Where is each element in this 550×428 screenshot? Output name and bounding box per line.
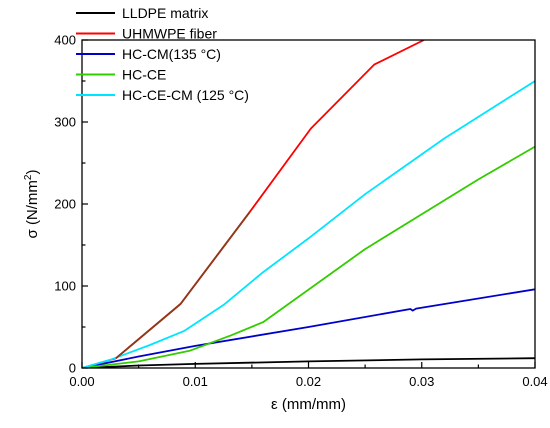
- y-tick-label: 300: [54, 115, 76, 130]
- x-tick-label: 0.01: [183, 374, 208, 389]
- legend-label-hc-ce-cm-125-c: HC-CE-CM (125 °C): [122, 87, 249, 103]
- legend-label-uhmwpe-fiber: UHMWPE fiber: [122, 26, 217, 42]
- x-tick-label: 0.00: [69, 374, 94, 389]
- y-tick-label: 200: [54, 197, 76, 212]
- legend: LLDPE matrix UHMWPE fiber HC-CM(135 °C) HC-…: [76, 5, 249, 103]
- legend-label-hc-cm-135-c: HC-CM(135 °C): [122, 46, 221, 62]
- series-line-hc-cm-135-c: [82, 288, 535, 368]
- y-axis-label-sup: 2: [23, 174, 34, 180]
- y-tick-label: 100: [54, 279, 76, 294]
- x-axis-label: ε (mm/mm): [271, 396, 346, 413]
- y-axis-label: σ (N/mm2): [23, 170, 41, 239]
- ticks-layer: 0.00 0.01 0.02 0.03 0.04 0 100 200 300 400: [54, 33, 547, 390]
- x-tick-label: 0.03: [409, 374, 434, 389]
- series-line-hc-ce-cm-125-c: [82, 80, 535, 368]
- x-tick-label: 0.04: [522, 374, 547, 389]
- y-tick-label: 400: [54, 33, 76, 48]
- overlap-segment-line: [115, 211, 251, 359]
- legend-label-lldpe-matrix: LLDPE matrix: [122, 5, 208, 21]
- series-line-hc-ce: [82, 145, 535, 368]
- x-tick-label: 0.02: [296, 374, 321, 389]
- legend-label-hc-ce: HC-CE: [122, 67, 166, 83]
- y-tick-label: 0: [69, 361, 76, 376]
- y-axis-label-end: ): [24, 170, 41, 175]
- series-line-lldpe-matrix: [82, 357, 535, 368]
- lines-layer: [82, 40, 535, 368]
- y-axis-label-main: σ (N/mm: [24, 180, 41, 238]
